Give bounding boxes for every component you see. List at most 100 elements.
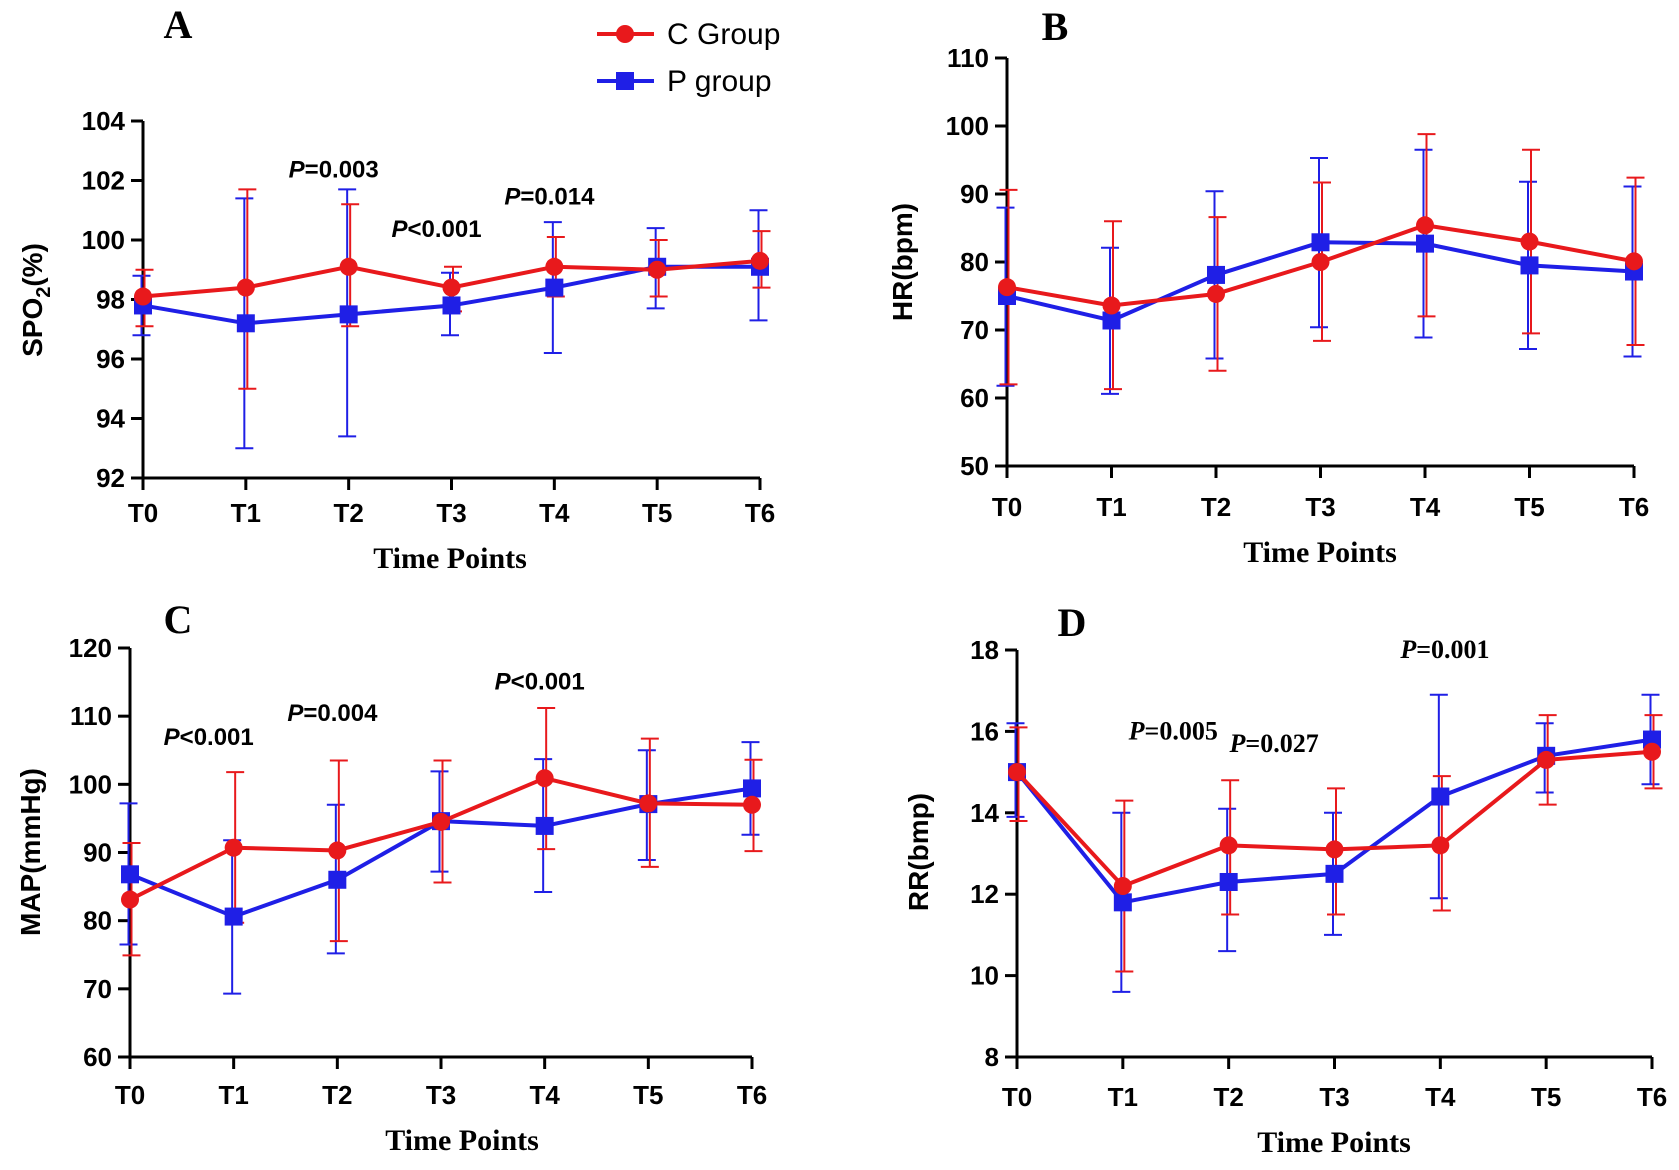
x-axis-label: Time Points [1257,1126,1411,1159]
data-point-p-group [442,296,461,315]
x-tick-label: T3 [1305,492,1335,522]
p-value-text: <0.001 [408,216,482,243]
x-tick-label: T3 [1319,1082,1349,1112]
data-point-c-group [743,795,761,814]
y-tick-label: 100 [946,111,989,141]
p-value-annotation: P=0.003 [289,157,379,184]
data-point-p-group [1416,234,1434,253]
y-tick-label: 18 [970,635,999,665]
y-tick-label: 10 [970,961,999,991]
data-point-c-group [1113,877,1132,896]
x-tick-label: T1 [231,498,261,528]
panel-a: 92 94 96 98 100 102 104 T0 T1 T2 T3 T4 T5 T6 A SPO2(%) T… [17,2,775,575]
y-label-subscript: 2 [33,287,55,298]
y-tick-label: 16 [970,716,999,746]
data-point-p-group [328,870,347,889]
data-point-p-group [1219,872,1238,891]
x-tick-label: T2 [1213,1082,1243,1112]
p-value-text: =0.001 [1416,635,1489,664]
y-tick-label: 96 [96,344,125,374]
data-point-c-group [339,257,358,276]
y-tick-label: 94 [96,404,125,434]
y-axis-label: RR(bmp) [903,793,934,911]
p-symbol: P [1229,729,1247,758]
p-value-annotation: P=0.001 [1399,635,1489,664]
panel-c: 60 70 80 90 100 110 120 T0 T1 T2 T3 T4 T5 T6 C MAP(mmHg… [15,597,767,1157]
y-label-main: SPO [17,298,48,357]
p-symbol: P [287,700,304,727]
data-point-c-group [1520,232,1539,251]
data-point-c-group [1416,216,1434,235]
y-tick-label: 104 [82,106,126,136]
x-tick-label: T2 [1201,492,1231,522]
data-point-c-group [998,278,1016,297]
data-point-p-group [1102,311,1121,330]
data-point-c-group [1219,836,1238,855]
data-point-p-group [1325,864,1344,883]
p-value-annotation: P<0.001 [392,216,482,243]
legend-item-p-group: P group [597,65,772,98]
data-point-c-group [432,812,450,831]
p-value-text: =0.014 [520,183,595,210]
data-point-c-group [328,841,347,860]
data-point-c-group [1325,840,1344,859]
x-tick-label: T4 [529,1080,560,1110]
data-point-c-group [545,257,564,276]
y-tick-label: 60 [83,1042,112,1072]
p-value-annotation: P<0.001 [164,724,254,751]
y-tick-label: 60 [960,383,989,413]
y-tick-label: 80 [960,247,989,277]
data-point-p-group [1431,787,1450,806]
y-axis-label: HR(bpm) [887,203,918,321]
p-symbol: P [504,183,521,210]
p-value-text: =0.027 [1245,729,1318,758]
x-tick-label: T4 [539,498,570,528]
p-symbol: P [495,669,512,696]
data-point-p-group [121,865,139,884]
p-value-annotation: P=0.004 [287,700,378,727]
data-point-c-group [134,287,152,306]
x-tick-label: T1 [218,1080,248,1110]
data-point-c-group [1625,252,1643,271]
data-point-c-group [236,278,255,297]
x-tick-label: T5 [1531,1082,1561,1112]
p-value-text: <0.001 [180,724,254,751]
p-symbol: P [392,216,409,243]
data-point-p-group [339,305,358,324]
x-tick-label: T5 [633,1080,663,1110]
y-tick-label: 70 [83,974,112,1004]
data-point-c-group [1643,742,1661,761]
p-value-text: =0.003 [305,157,379,184]
data-point-p-group [1520,256,1539,275]
panel-letter: C [164,597,193,642]
x-tick-label: T2 [333,498,363,528]
data-point-c-group [1008,763,1026,782]
p-value-text: =0.004 [303,700,378,727]
x-tick-label: T6 [1619,492,1649,522]
y-tick-label: 12 [970,879,999,909]
x-tick-label: T4 [1425,1082,1456,1112]
x-tick-label: T5 [642,498,672,528]
data-point-c-group [535,769,554,788]
x-tick-label: T0 [992,492,1022,522]
y-tick-label: 14 [970,798,999,828]
legend-item-c-group: C Group [597,18,780,51]
x-tick-label: T6 [737,1080,767,1110]
y-tick-label: 110 [947,43,989,73]
y-tick-label: 102 [82,166,125,196]
x-tick-label: T4 [1410,492,1441,522]
series-line-c-group [129,776,753,902]
legend-marker-square [616,72,634,90]
data-point-p-group [535,816,554,835]
data-point-p-group [1113,893,1132,912]
p-value-annotation: P<0.001 [495,669,585,696]
data-point-p-group [1207,265,1225,284]
panel-d: 8 10 12 14 16 18 T0 T1 T2 T3 T4 T5 T6 D RR(bmp) Time Po… [903,600,1667,1159]
y-axis-label: SPO2(%) [17,243,55,357]
data-point-c-group [121,890,139,909]
x-tick-label: T2 [322,1080,352,1110]
x-tick-label: T1 [1108,1082,1138,1112]
y-axis-label: MAP(mmHg) [15,768,46,936]
p-symbol: P [1128,717,1146,746]
